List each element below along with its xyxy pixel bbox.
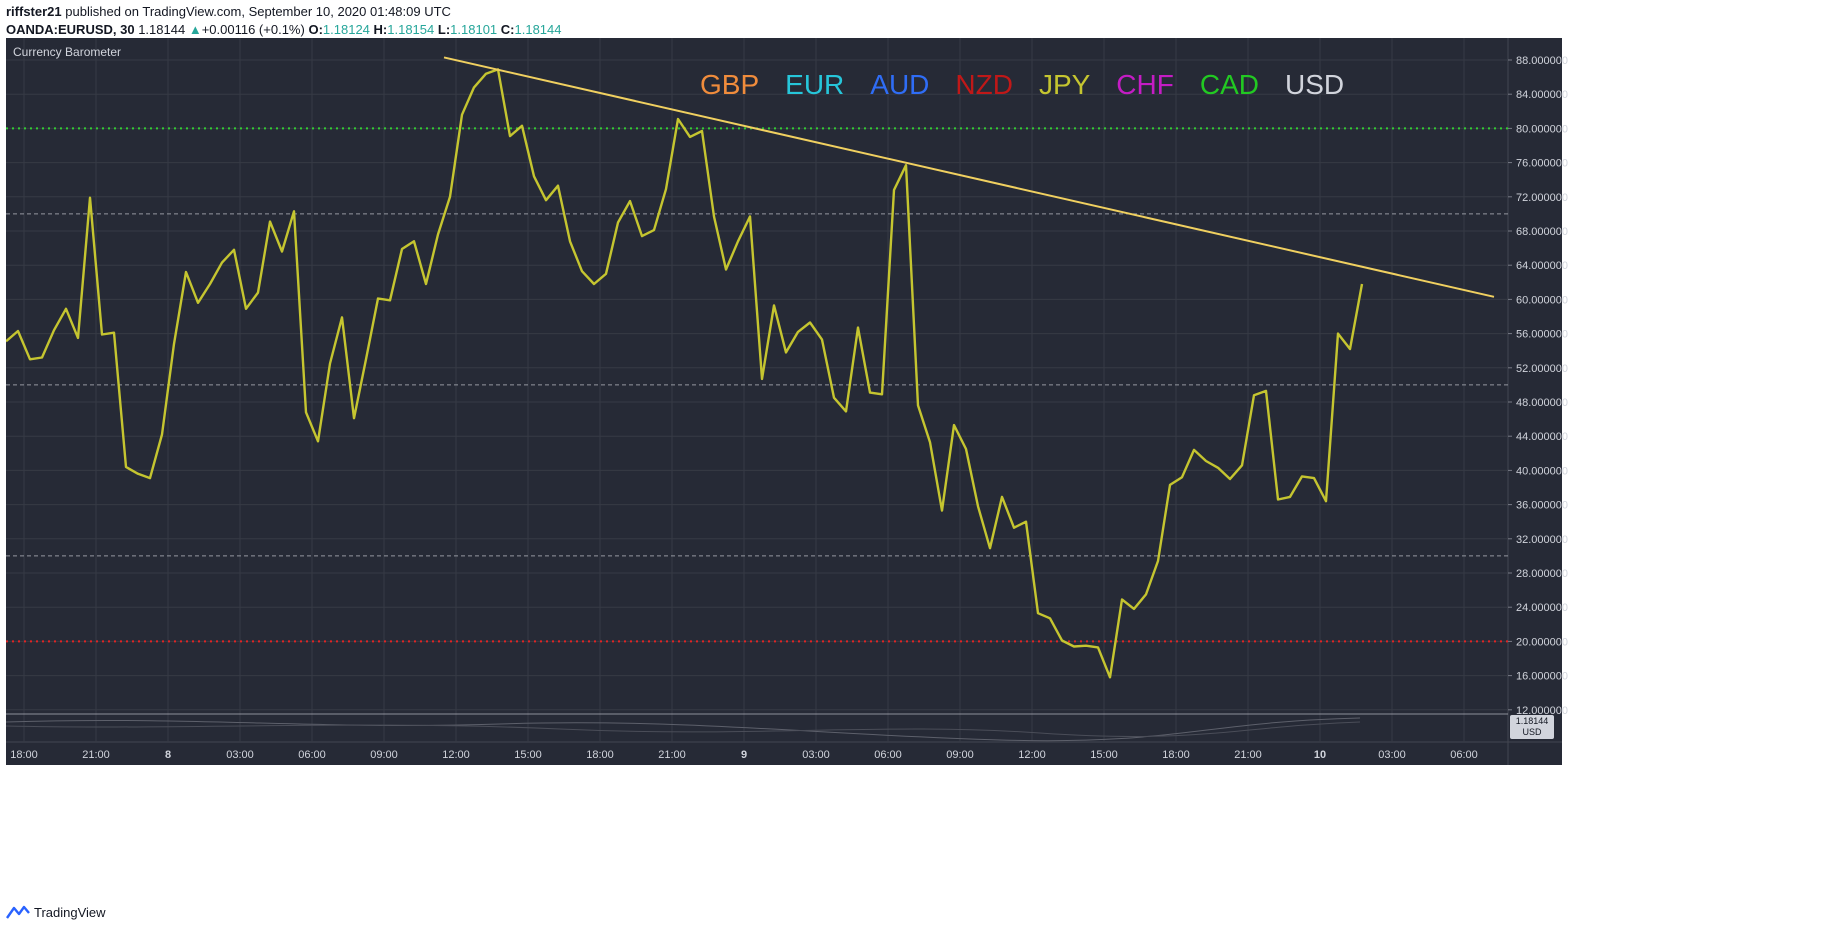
y-tick-label: 20.000000: [1516, 636, 1568, 648]
close-label: C:: [500, 22, 515, 37]
legend-nzd: NZD: [955, 69, 1013, 100]
y-tick-label: 40.000000: [1516, 465, 1568, 477]
footer: TradingView: [6, 900, 106, 924]
x-tick-label: 18:00: [10, 749, 38, 761]
y-tick-label: 16.000000: [1516, 671, 1568, 683]
close-value: 1.18144: [514, 22, 562, 37]
x-tick-label: 21:00: [82, 749, 110, 761]
y-tick-label: 88.000000: [1516, 55, 1568, 67]
legend-jpy: JPY: [1039, 69, 1091, 100]
y-tick-label: 52.000000: [1516, 363, 1568, 375]
legend-gbp: GBP: [700, 69, 759, 100]
legend-chf: CHF: [1116, 69, 1174, 100]
y-tick-label: 68.000000: [1516, 226, 1568, 238]
y-tick-label: 80.000000: [1516, 123, 1568, 135]
x-tick-label: 03:00: [802, 749, 830, 761]
low-label: L:: [437, 22, 451, 37]
x-tick-label: 8: [165, 749, 171, 761]
published-text: published on TradingView.com, September …: [65, 4, 451, 19]
x-tick-label: 03:00: [1378, 749, 1406, 761]
legend-cad: CAD: [1200, 69, 1259, 100]
price-badge-value: 1.18144: [1516, 716, 1549, 726]
lower-pane-trace: [6, 721, 1361, 737]
x-tick-label: 18:00: [1162, 749, 1190, 761]
tradingview-logo-icon[interactable]: [6, 904, 30, 920]
y-tick-label: 76.000000: [1516, 158, 1568, 170]
x-tick-label: 06:00: [1450, 749, 1478, 761]
high-value: 1.18154: [387, 22, 435, 37]
change-arrow-icon: ▲: [188, 22, 202, 37]
x-tick-label: 06:00: [298, 749, 326, 761]
y-tick-label: 84.000000: [1516, 89, 1568, 101]
trendline[interactable]: [443, 56, 1495, 298]
low-value: 1.18101: [450, 22, 498, 37]
high-label: H:: [373, 22, 388, 37]
y-tick-label: 12.000000: [1516, 705, 1568, 717]
y-tick-label: 28.000000: [1516, 568, 1568, 580]
symbol-line: OANDA:EURUSD, 30 1.18144 ▲+0.00116 (+0.1…: [6, 22, 562, 37]
series-line-jpy[interactable]: [6, 68, 1364, 679]
x-tick-label: 10: [1314, 749, 1326, 761]
plot-layer: [6, 56, 1508, 742]
y-tick-label: 56.000000: [1516, 329, 1568, 341]
lower-pane-trace: [6, 717, 1361, 742]
open-value: 1.18124: [322, 22, 370, 37]
x-tick-label: 09:00: [946, 749, 974, 761]
y-tick-label: 72.000000: [1516, 192, 1568, 204]
symbol-label[interactable]: OANDA:EURUSD, 30: [6, 22, 135, 37]
x-tick-label: 06:00: [874, 749, 902, 761]
author-name[interactable]: riffster21: [6, 4, 62, 19]
last-price: 1.18144: [138, 22, 186, 37]
legend-usd: USD: [1285, 69, 1344, 100]
y-tick-label: 24.000000: [1516, 602, 1568, 614]
x-tick-label: 15:00: [514, 749, 542, 761]
time-axis[interactable]: [6, 742, 1508, 765]
y-tick-label: 44.000000: [1516, 431, 1568, 443]
chart-title: Currency Barometer: [13, 45, 121, 59]
chart-header: riffster21 published on TradingView.com,…: [6, 4, 1822, 44]
price-change: +0.00116 (+0.1%): [201, 22, 305, 37]
x-tick-label: 09:00: [370, 749, 398, 761]
y-tick-label: 36.000000: [1516, 500, 1568, 512]
x-tick-label: 21:00: [1234, 749, 1262, 761]
y-tick-label: 48.000000: [1516, 397, 1568, 409]
x-tick-label: 15:00: [1090, 749, 1118, 761]
x-tick-label: 9: [741, 749, 747, 761]
y-tick-label: 64.000000: [1516, 260, 1568, 272]
x-tick-label: 12:00: [1018, 749, 1046, 761]
legend-aud: AUD: [870, 69, 929, 100]
open-label: O:: [308, 22, 323, 37]
legend-eur: EUR: [785, 69, 844, 100]
x-tick-label: 21:00: [658, 749, 686, 761]
plot-area[interactable]: [6, 38, 1508, 742]
y-tick-label: 60.000000: [1516, 294, 1568, 306]
footer-brand[interactable]: TradingView: [34, 904, 106, 920]
publish-line: riffster21 published on TradingView.com,…: [6, 4, 451, 19]
price-badge-label: USD: [1522, 727, 1542, 737]
x-tick-label: 18:00: [586, 749, 614, 761]
x-tick-label: 12:00: [442, 749, 470, 761]
price-axis[interactable]: [1508, 38, 1562, 765]
price-badge: [1510, 715, 1554, 739]
y-tick-label: 32.000000: [1516, 534, 1568, 546]
x-tick-label: 03:00: [226, 749, 254, 761]
